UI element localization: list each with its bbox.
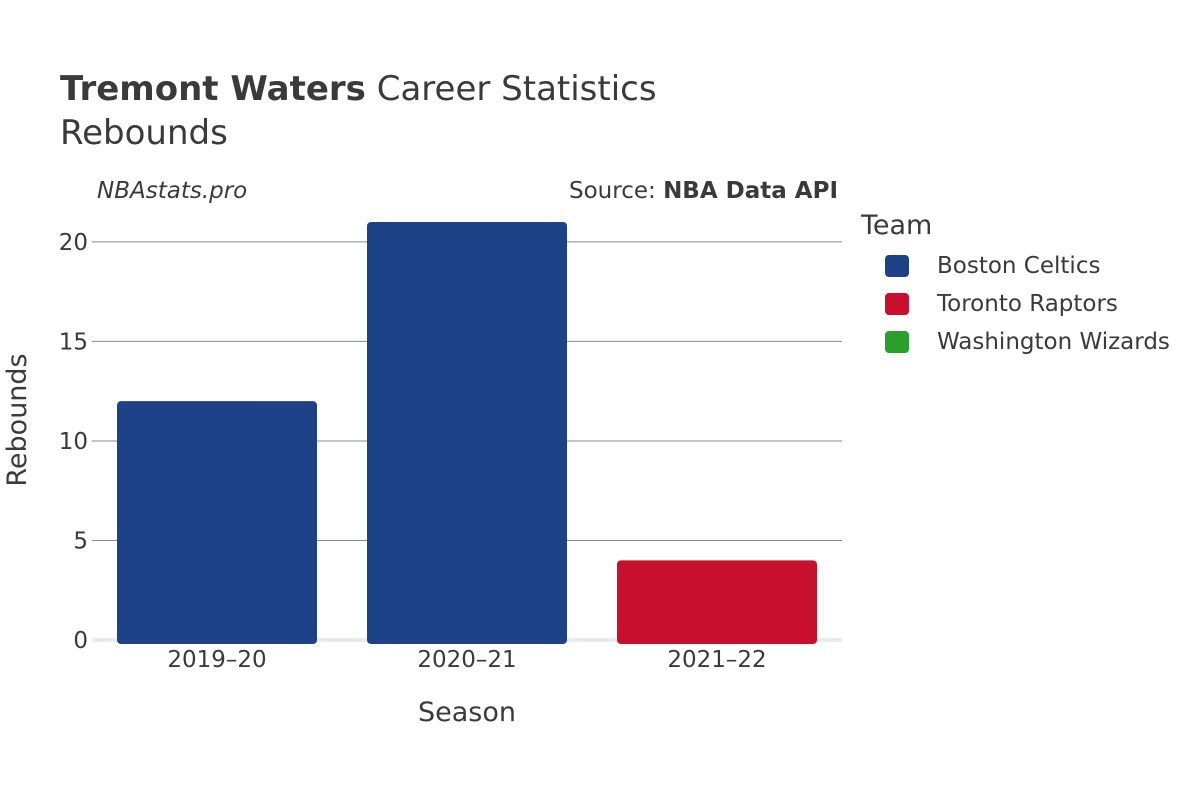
legend-label: Washington Wizards xyxy=(937,329,1170,355)
y-axis-label: Rebounds xyxy=(2,353,33,486)
x-tick-label: 2019–20 xyxy=(167,647,266,673)
legend-swatch xyxy=(885,293,909,315)
title-suffix: Career Statistics xyxy=(365,69,657,109)
source-prefix: Source: xyxy=(569,178,664,204)
legend-item[interactable]: Boston Celtics xyxy=(885,251,1100,281)
chart-title: Tremont Waters Career Statistics xyxy=(60,68,657,110)
bar-2021–22[interactable] xyxy=(617,560,817,644)
y-tick-label: 10 xyxy=(59,429,88,455)
watermark: NBAstats.pro xyxy=(97,178,248,204)
y-tick-labels: 0 5 10 15 20 xyxy=(59,230,88,654)
player-name: Tremont Waters xyxy=(60,69,366,109)
legend-swatch xyxy=(885,331,909,353)
legend-item[interactable]: Washington Wizards xyxy=(885,327,1170,357)
x-axis-label: Season xyxy=(418,697,516,728)
x-tick-label: 2021–22 xyxy=(667,647,766,673)
y-tick-label: 20 xyxy=(59,230,88,256)
legend-label: Toronto Raptors xyxy=(937,291,1118,317)
chart-subtitle: Rebounds xyxy=(60,113,228,153)
legend-swatch xyxy=(885,255,909,277)
bar-2019–20[interactable] xyxy=(117,401,317,644)
source-name: NBA Data API xyxy=(663,178,838,204)
legend-title: Team xyxy=(861,210,933,241)
source-credit: Source: NBA Data API xyxy=(569,178,838,204)
y-tick-label: 0 xyxy=(73,628,88,654)
x-tick-labels: 2019–20 2020–21 2021–22 xyxy=(167,647,766,673)
bars xyxy=(117,222,817,644)
legend-label: Boston Celtics xyxy=(937,253,1101,279)
y-tick-label: 5 xyxy=(73,528,88,554)
bar-2020–21[interactable] xyxy=(367,222,567,644)
y-tick-label: 15 xyxy=(59,329,88,355)
legend-item[interactable]: Toronto Raptors xyxy=(885,289,1118,319)
x-tick-label: 2020–21 xyxy=(417,647,516,673)
